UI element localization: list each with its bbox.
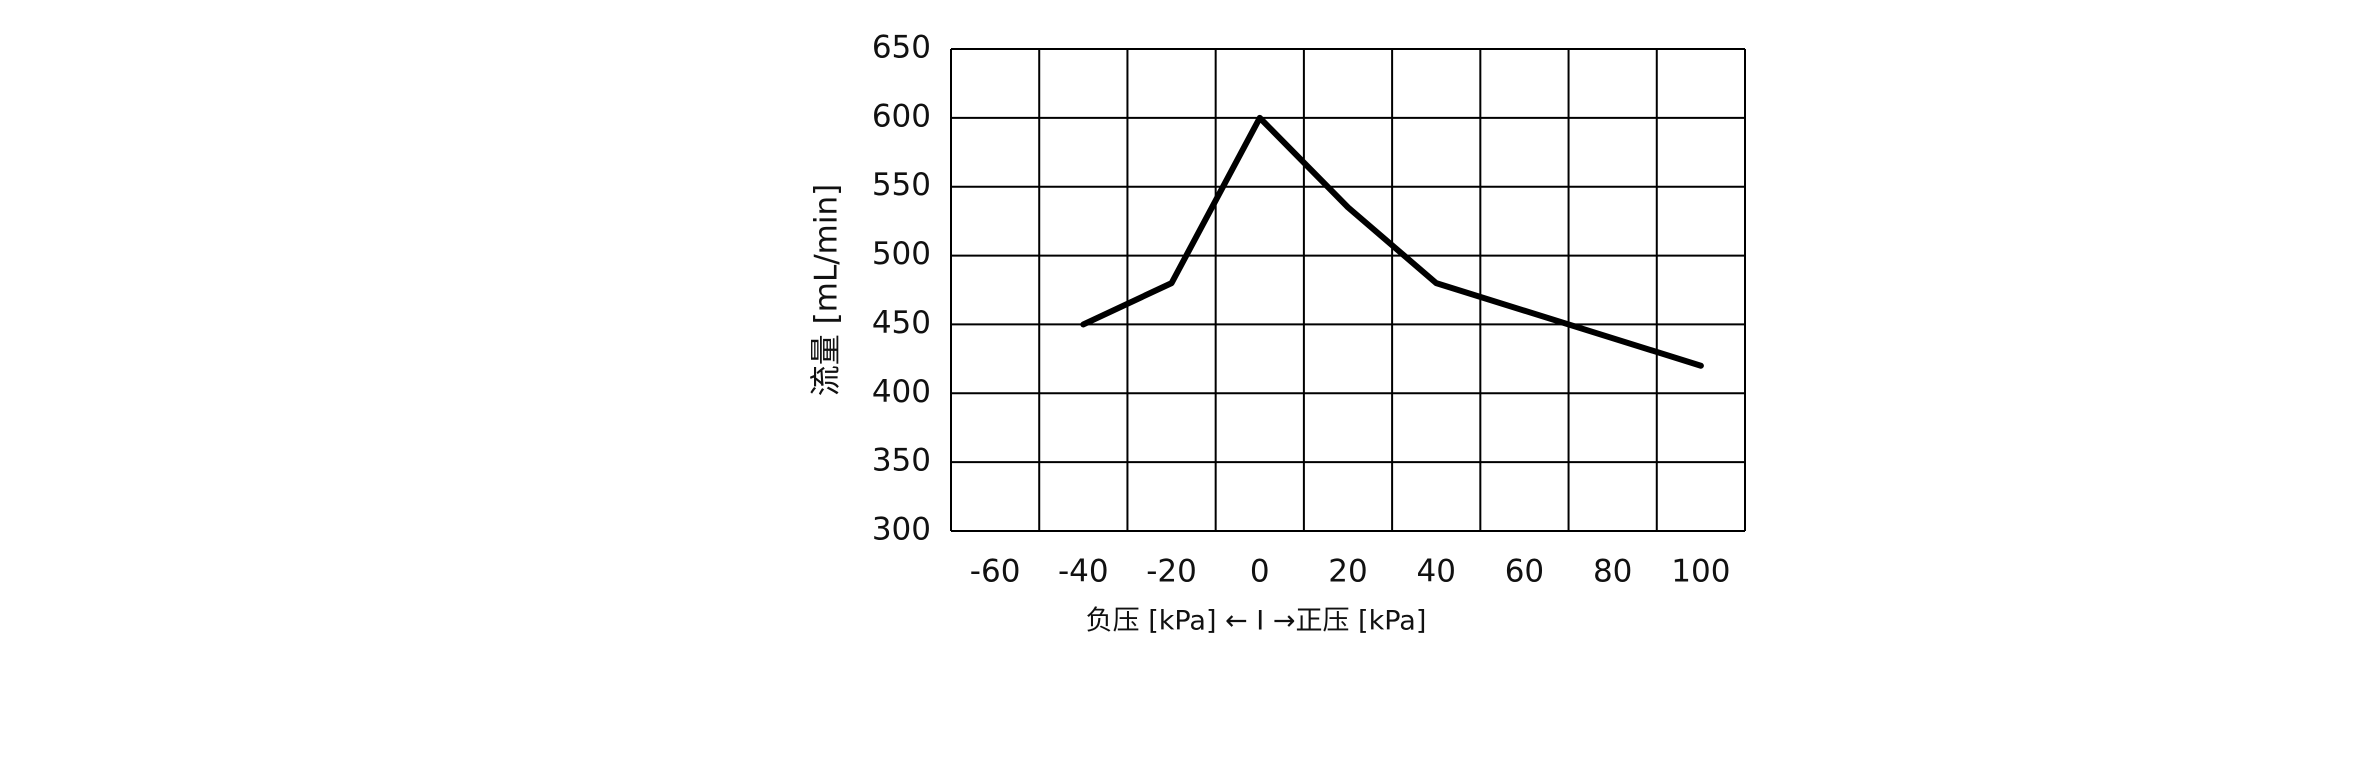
y-tick-label: 350 <box>872 443 931 479</box>
x-tick-label: -20 <box>1146 554 1197 590</box>
x-tick-label: 20 <box>1328 554 1367 590</box>
x-tick-label: 100 <box>1671 554 1730 590</box>
x-axis-label: 负压 [kPa] ← I →正压 [kPa] <box>1086 606 1427 637</box>
x-tick-label: 40 <box>1416 554 1455 590</box>
y-tick-label: 400 <box>872 374 931 410</box>
x-tick-label: 0 <box>1250 554 1270 590</box>
x-tick-label: 60 <box>1505 554 1544 590</box>
y-axis-label: 流量 [mL/min] <box>809 184 845 396</box>
data-line <box>1080 114 1704 369</box>
x-tick-label: -40 <box>1058 554 1109 590</box>
y-tick-label: 600 <box>872 98 931 134</box>
y-tick-label: 550 <box>872 167 931 203</box>
y-tick-label: 650 <box>872 30 931 66</box>
y-tick-label: 300 <box>872 512 931 548</box>
y-tick-label: 450 <box>872 305 931 341</box>
y-tick-label: 500 <box>872 236 931 272</box>
x-tick-label: 80 <box>1593 554 1632 590</box>
x-tick-label: -60 <box>970 554 1021 590</box>
